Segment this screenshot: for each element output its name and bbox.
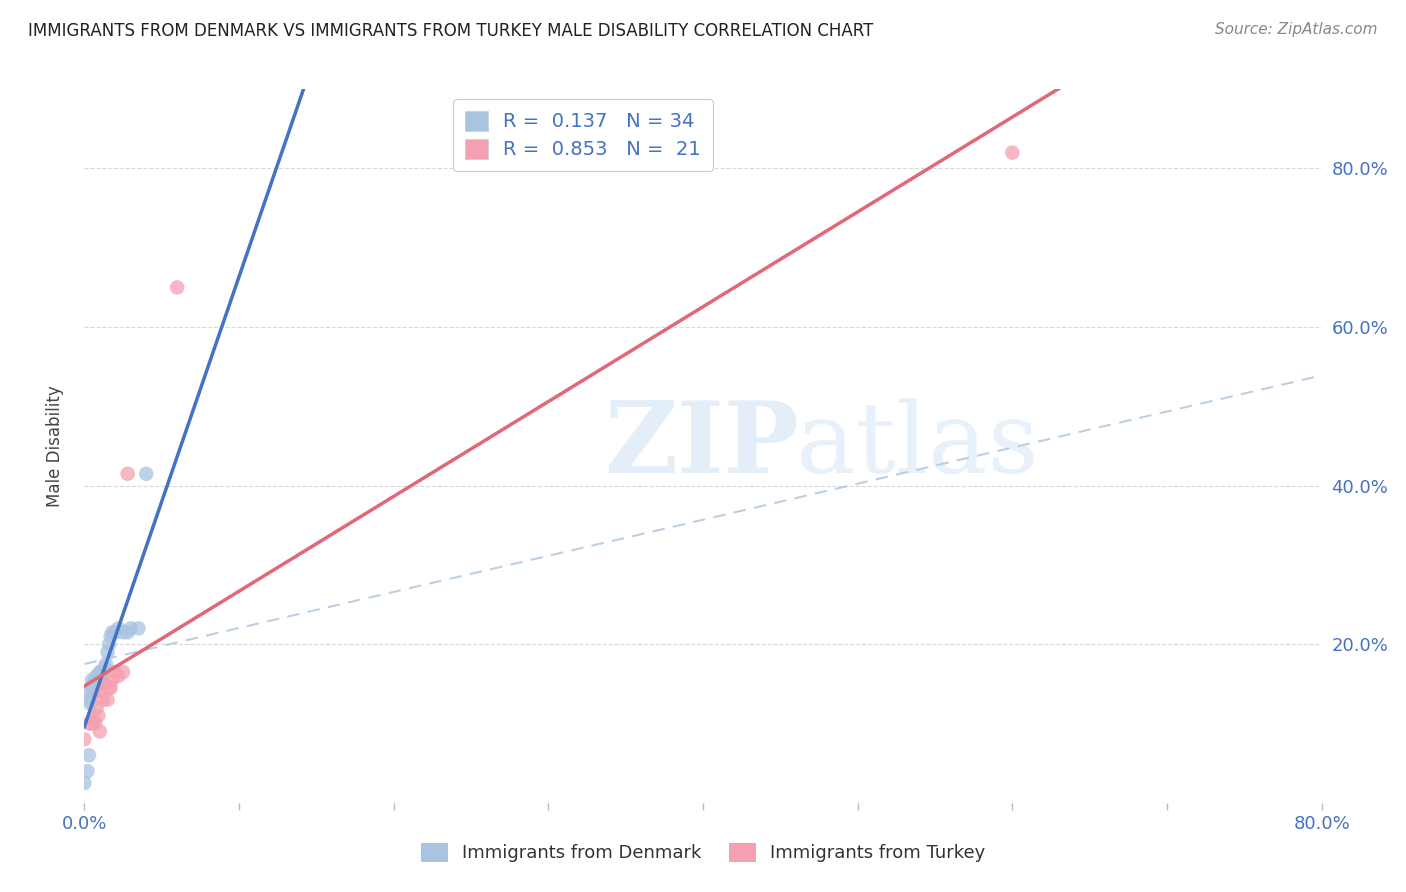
Point [117, 467, 139, 481]
Point [87, 708, 110, 723]
Legend: R =  0.137   N = 34, R =  0.853   N =  21: R = 0.137 N = 34, R = 0.853 N = 21 [453, 99, 713, 171]
Point [82, 681, 104, 695]
Point [98, 681, 121, 695]
Text: ZIP: ZIP [605, 398, 799, 494]
Point [166, 280, 188, 294]
Legend: Immigrants from Denmark, Immigrants from Turkey: Immigrants from Denmark, Immigrants from… [413, 836, 993, 870]
Point [1001, 145, 1024, 160]
Point [87, 677, 110, 691]
Point [86, 669, 108, 683]
Point [87, 669, 110, 683]
Y-axis label: Male Disability: Male Disability [45, 385, 63, 507]
Point [89, 724, 111, 739]
Point [100, 629, 122, 643]
Point [98, 637, 121, 651]
Point [83, 685, 105, 699]
Point [112, 665, 135, 679]
Point [117, 625, 139, 640]
Point [83, 677, 105, 691]
Point [96, 692, 118, 706]
Point [91, 665, 114, 679]
Point [84, 673, 107, 687]
Text: IMMIGRANTS FROM DENMARK VS IMMIGRANTS FROM TURKEY MALE DISABILITY CORRELATION CH: IMMIGRANTS FROM DENMARK VS IMMIGRANTS FR… [28, 22, 873, 40]
Point [127, 621, 149, 635]
Point [120, 621, 142, 635]
Point [107, 669, 129, 683]
Point [90, 685, 112, 699]
Point [90, 673, 112, 687]
Point [112, 625, 135, 640]
Point [107, 621, 129, 635]
Point [77, 692, 100, 706]
Point [84, 681, 107, 695]
Point [77, 716, 100, 731]
Point [135, 467, 157, 481]
Point [93, 677, 115, 691]
Point [104, 625, 127, 640]
Point [77, 748, 100, 763]
Text: Source: ZipAtlas.com: Source: ZipAtlas.com [1215, 22, 1378, 37]
Point [101, 625, 124, 640]
Point [96, 645, 118, 659]
Point [91, 692, 114, 706]
Text: atlas: atlas [796, 398, 1039, 494]
Point [86, 700, 108, 714]
Point [104, 665, 127, 679]
Point [82, 673, 104, 687]
Point [89, 673, 111, 687]
Point [86, 677, 108, 691]
Point [89, 665, 111, 679]
Point [84, 716, 107, 731]
Point [73, 732, 96, 747]
Point [90, 665, 112, 679]
Point [93, 661, 115, 675]
Point [79, 697, 101, 711]
Point [82, 716, 104, 731]
Point [83, 713, 105, 727]
Point [100, 681, 122, 695]
Point [76, 685, 98, 699]
Point [94, 657, 117, 671]
Point [73, 776, 96, 790]
Point [76, 764, 98, 778]
Point [101, 673, 124, 687]
